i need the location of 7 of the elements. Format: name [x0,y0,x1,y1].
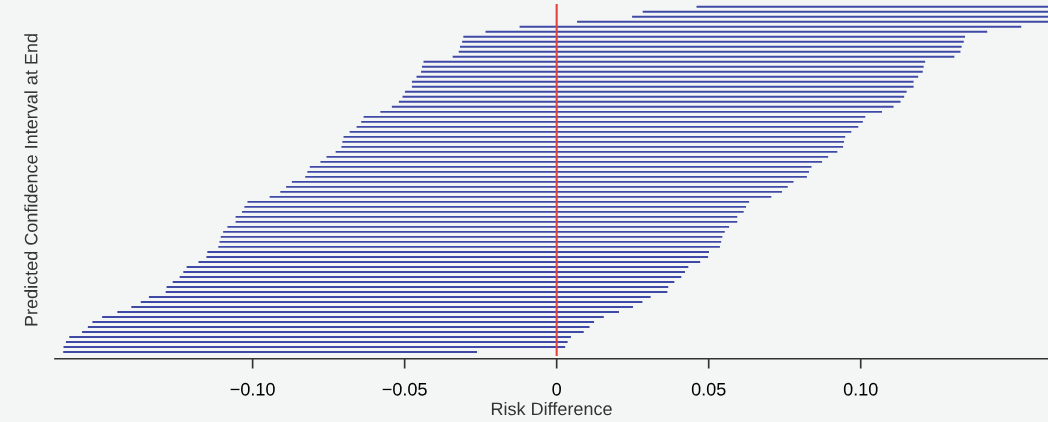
x-tick-label: 0.10 [843,382,878,396]
x-tick-label: −0.05 [382,382,427,396]
y-axis-title: Predicted Confidence Interval at End [24,34,38,326]
x-tick-label: 0.05 [691,382,726,396]
x-tick-label: 0 [552,382,561,396]
x-axis-title: Risk Difference [491,402,612,416]
x-tick-label: −0.10 [230,382,275,396]
